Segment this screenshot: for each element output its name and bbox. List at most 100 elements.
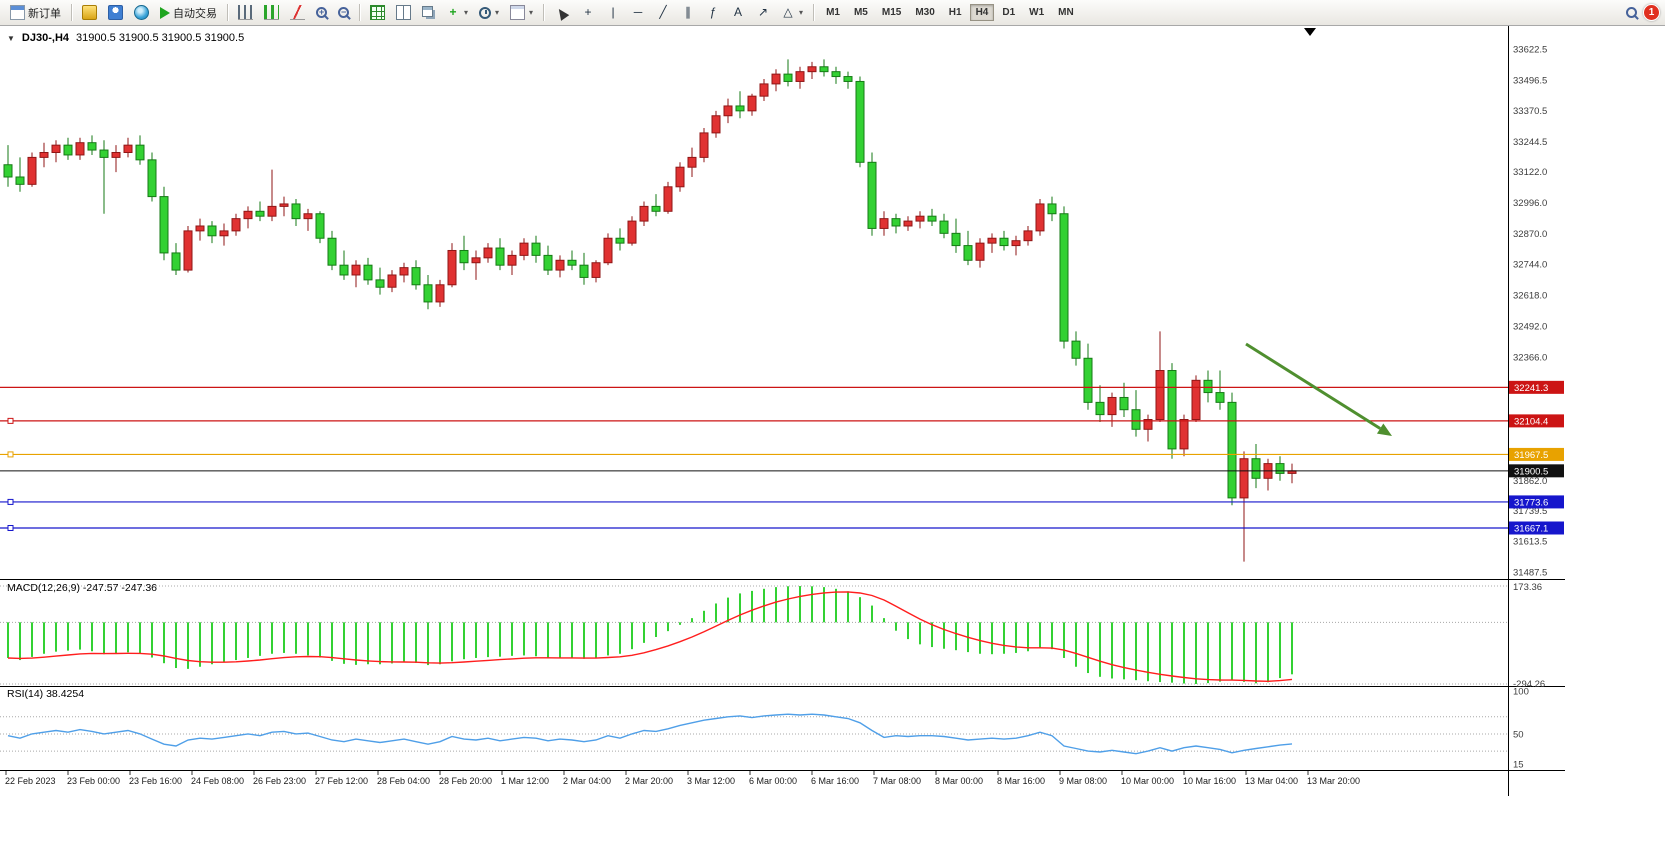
rsi-indicator-label: RSI(14) 38.4254 bbox=[7, 688, 85, 700]
channel-icon: ∥ bbox=[685, 5, 692, 19]
line-handle[interactable] bbox=[7, 525, 14, 532]
price-axis[interactable]: 33622.5 33496.5 33370.5 33244.5 33122.0 32996… bbox=[1509, 45, 1564, 579]
line-chart-button[interactable] bbox=[285, 1, 310, 25]
zoom-in-button[interactable]: + bbox=[311, 1, 332, 25]
text-tool-icon: A bbox=[734, 5, 743, 19]
new-chart-button[interactable] bbox=[77, 1, 102, 25]
svg-text:31773.6: 31773.6 bbox=[1514, 497, 1548, 508]
time-axis-label: 6 Mar 00:00 bbox=[749, 776, 797, 786]
timeframe-M15[interactable]: M15 bbox=[881, 7, 902, 18]
timeframe-M1[interactable]: M1 bbox=[826, 7, 840, 18]
vertical-line-tool-button[interactable]: | bbox=[601, 1, 625, 25]
time-axis-label: 22 Feb 2023 bbox=[5, 776, 56, 786]
timeframe-D1[interactable]: D1 bbox=[1002, 7, 1016, 18]
notification-badge[interactable]: 1 bbox=[1643, 4, 1660, 21]
auto-trading-button[interactable]: 自动交易 bbox=[155, 1, 222, 25]
price-levels-group[interactable] bbox=[0, 386, 1508, 532]
timeframe-H4[interactable]: H4 bbox=[969, 4, 995, 21]
horizontal-line-tool-button[interactable]: ─ bbox=[626, 1, 650, 25]
price-tick-label: 32492.0 bbox=[1513, 321, 1547, 332]
shapes-tool-button[interactable]: △ ▾ bbox=[776, 1, 808, 25]
price-tick-label: 33370.5 bbox=[1513, 106, 1547, 117]
chevron-down-icon: ▾ bbox=[529, 8, 534, 17]
chart-menu-icon[interactable]: ▼ bbox=[7, 33, 15, 43]
new-order-icon bbox=[10, 5, 25, 20]
chart-shift-marker[interactable] bbox=[1304, 28, 1316, 36]
time-axis-label: 6 Mar 16:00 bbox=[811, 776, 859, 786]
macd-scale-min: -294.26 bbox=[1513, 679, 1545, 690]
text-tool-button[interactable]: A bbox=[726, 1, 750, 25]
toolbar-separator bbox=[359, 4, 360, 21]
macd-panel[interactable] bbox=[0, 585, 1508, 685]
price-tick-label: 31487.5 bbox=[1513, 568, 1547, 579]
cascade-windows-icon bbox=[422, 6, 433, 17]
line-handle[interactable] bbox=[7, 451, 14, 458]
chart-window: 173.36 -294.26 100 50 15 33622.5 33496.5 33370.… bbox=[0, 26, 1665, 841]
periodicity-button[interactable]: ▾ bbox=[474, 1, 504, 25]
new-order-button[interactable]: 新订单 bbox=[5, 1, 66, 25]
price-level-badge[interactable]: 31667.1 bbox=[1509, 521, 1564, 535]
trend-arrow-annotation[interactable] bbox=[1245, 342, 1392, 436]
add-indicator-button[interactable]: + ▾ bbox=[441, 1, 473, 25]
chevron-down-icon: ▾ bbox=[495, 8, 500, 17]
macd-scale-max: 173.36 bbox=[1513, 582, 1542, 593]
price-level-badge[interactable]: 31967.5 bbox=[1509, 447, 1564, 461]
candles-group bbox=[3, 59, 1297, 562]
cascade-windows-button[interactable] bbox=[417, 1, 440, 25]
timeframe-MN[interactable]: MN bbox=[1058, 7, 1074, 18]
timeframe-M5[interactable]: M5 bbox=[853, 7, 868, 18]
price-tick-label: 32870.0 bbox=[1513, 229, 1547, 240]
profiles-button[interactable] bbox=[103, 1, 128, 25]
zoom-out-icon: − bbox=[338, 7, 349, 18]
indicators-button[interactable] bbox=[365, 1, 390, 25]
fibonacci-tool-button[interactable]: ƒ bbox=[701, 1, 725, 25]
price-tick-label: 31862.0 bbox=[1513, 476, 1547, 487]
toolbar-separator bbox=[813, 4, 815, 21]
add-indicator-icon: + bbox=[449, 5, 457, 19]
price-tick-label: 33622.5 bbox=[1513, 45, 1547, 56]
zoom-out-button[interactable]: − bbox=[333, 1, 354, 25]
time-axis-label: 10 Mar 00:00 bbox=[1121, 776, 1174, 786]
community-button[interactable] bbox=[129, 1, 154, 25]
globe-icon bbox=[134, 5, 149, 20]
price-level-badge[interactable]: 32104.4 bbox=[1509, 414, 1564, 428]
time-axis-label: 27 Feb 12:00 bbox=[315, 776, 368, 786]
svg-text:31900.5: 31900.5 bbox=[1514, 466, 1548, 477]
timeframe-group: M1 M5 M15 M30 H1 H4 D1 W1 MN bbox=[819, 4, 1081, 21]
rsi-panel[interactable]: 100 50 15 bbox=[0, 687, 1529, 771]
play-icon bbox=[160, 6, 170, 19]
time-axis-label: 3 Mar 12:00 bbox=[687, 776, 735, 786]
chart-ohlc-values: 31900.5 31900.5 31900.5 31900.5 bbox=[76, 32, 245, 44]
time-axis-label: 13 Mar 20:00 bbox=[1307, 776, 1360, 786]
time-axis[interactable]: 22 Feb 2023 23 Feb 00:00 23 Feb 16:00 24 Fe… bbox=[5, 771, 1360, 786]
zoom-in-icon: + bbox=[316, 7, 327, 18]
timeframe-H1[interactable]: H1 bbox=[948, 7, 962, 18]
timeframe-M30[interactable]: M30 bbox=[915, 7, 935, 18]
price-level-badge[interactable]: 31900.5 bbox=[1509, 464, 1564, 478]
bar-chart-button[interactable] bbox=[233, 1, 258, 25]
channel-tool-button[interactable]: ∥ bbox=[676, 1, 700, 25]
time-axis-label: 23 Feb 00:00 bbox=[67, 776, 120, 786]
crosshair-tool-button[interactable]: + bbox=[576, 1, 600, 25]
line-handle[interactable] bbox=[7, 417, 14, 424]
price-level-badge[interactable]: 31773.6 bbox=[1509, 495, 1564, 509]
toolbar-separator bbox=[543, 4, 545, 21]
cursor-icon bbox=[554, 5, 570, 21]
time-axis-label: 28 Feb 20:00 bbox=[439, 776, 492, 786]
svg-text:32241.3: 32241.3 bbox=[1514, 383, 1548, 394]
search-button[interactable] bbox=[1621, 1, 1642, 25]
candlestick-button[interactable] bbox=[259, 1, 284, 25]
price-level-badge[interactable]: 32241.3 bbox=[1509, 380, 1564, 394]
tile-windows-button[interactable] bbox=[391, 1, 416, 25]
templates-button[interactable]: ▾ bbox=[505, 1, 538, 25]
time-axis-label: 8 Mar 16:00 bbox=[997, 776, 1045, 786]
trendline-tool-button[interactable]: ╱ bbox=[651, 1, 675, 25]
fibonacci-icon: ƒ bbox=[709, 5, 717, 19]
horizontal-line-icon: ─ bbox=[633, 5, 643, 19]
line-handle[interactable] bbox=[7, 498, 14, 505]
cursor-tool-button[interactable] bbox=[549, 1, 575, 25]
timeframe-W1[interactable]: W1 bbox=[1029, 7, 1045, 18]
arrow-tool-button[interactable]: ↗ bbox=[751, 1, 775, 25]
